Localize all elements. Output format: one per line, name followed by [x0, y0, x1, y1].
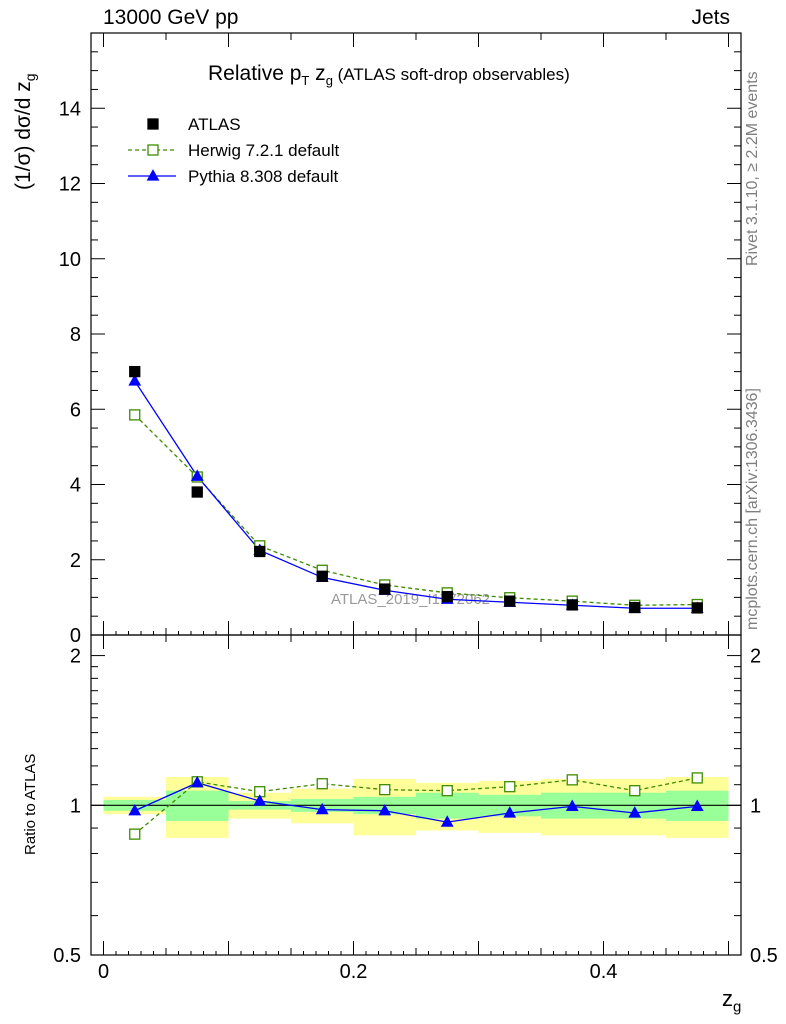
legend-label: Herwig 7.2.1 default [188, 141, 339, 160]
herwig-line-ratio [134, 777, 698, 835]
pythia-ratio-point [315, 802, 329, 815]
pythia-line-ratio [134, 782, 698, 823]
y-tick-label-main: 8 [70, 324, 81, 346]
y-tick-label-main: 6 [70, 399, 81, 421]
legend-atlas-marker [147, 118, 159, 130]
header-category: Jets [691, 6, 730, 29]
pythia-ratio-point [190, 775, 204, 788]
legend-herwig-marker [147, 144, 159, 156]
chart-title-sub-g: g [325, 73, 333, 89]
y-tick-label-main: 4 [70, 475, 81, 497]
atlas-point [504, 595, 516, 607]
chart-title: Relative pT zg (ATLAS soft-drop observab… [208, 62, 570, 88]
pythia-ratio-point [378, 803, 392, 816]
y-tick-label-ratio: 1 [70, 795, 81, 817]
pythia-ratio-point [628, 806, 642, 818]
y-tick-label-main: 2 [70, 550, 81, 572]
x-axis-title: zg [722, 986, 741, 1015]
pythia-point [190, 469, 204, 481]
herwig-ratio-point [379, 784, 391, 796]
x-axis-title-main: z [722, 986, 733, 1011]
atlas-point [629, 601, 641, 614]
herwig-point [129, 409, 141, 421]
x-tick-label: 0 [98, 961, 109, 983]
y-tick-label-ratio: 0.5 [53, 945, 81, 967]
pythia-ratio-point [690, 799, 704, 811]
chart-title-main: Relative p [208, 62, 302, 85]
atlas-point [191, 486, 203, 498]
herwig-ratio-point [129, 828, 141, 840]
herwig-ratio-point [441, 785, 453, 797]
herwig-ratio-point [316, 778, 328, 790]
y-tick-label-main: 14 [59, 98, 81, 120]
herwig-line-main [134, 414, 698, 606]
legend-label: ATLAS [188, 115, 241, 134]
header-process: 13000 GeV pp [103, 6, 239, 29]
legend-label: Pythia 8.308 default [188, 167, 339, 186]
herwig-ratio-point [629, 785, 641, 797]
y-tick-label-ratio: 2 [70, 646, 81, 668]
x-axis-title-sub: g [733, 998, 742, 1016]
atlas-point [566, 599, 578, 611]
chart-title-mid: z [309, 62, 326, 85]
pythia-ratio-point [440, 815, 454, 827]
atlas-point [316, 570, 328, 582]
atlas-point [691, 602, 703, 614]
legend-pythia-marker [146, 169, 160, 181]
atlas-point [129, 365, 141, 378]
chart-title-tail: (ATLAS soft-drop observables) [332, 65, 570, 84]
pythia-ratio-point [128, 803, 142, 816]
atlas-point [379, 583, 391, 595]
herwig-ratio-point [504, 781, 516, 793]
herwig-ratio-point [691, 772, 703, 784]
y-tick-label-main: 10 [59, 249, 81, 271]
pythia-point [128, 374, 142, 386]
y-tick-label-ratio-right: 2 [750, 646, 761, 668]
y-tick-label-ratio-right: 0.5 [750, 945, 778, 967]
y-tick-label-main: 0 [70, 625, 81, 647]
pythia-ratio-point [503, 806, 517, 818]
pythia-line-main [134, 380, 698, 609]
atlas-point [441, 590, 453, 603]
y-tick-label-main: 12 [59, 174, 81, 196]
herwig-ratio-point [566, 774, 578, 786]
atlas-point [254, 545, 266, 558]
x-tick-label: 0.4 [590, 961, 618, 983]
y-tick-label-ratio-right: 1 [750, 795, 761, 817]
x-tick-label: 0.2 [340, 961, 368, 983]
pythia-ratio-point [253, 794, 267, 806]
chart-title-sub-t: T [301, 73, 310, 89]
pythia-ratio-point [565, 799, 579, 811]
